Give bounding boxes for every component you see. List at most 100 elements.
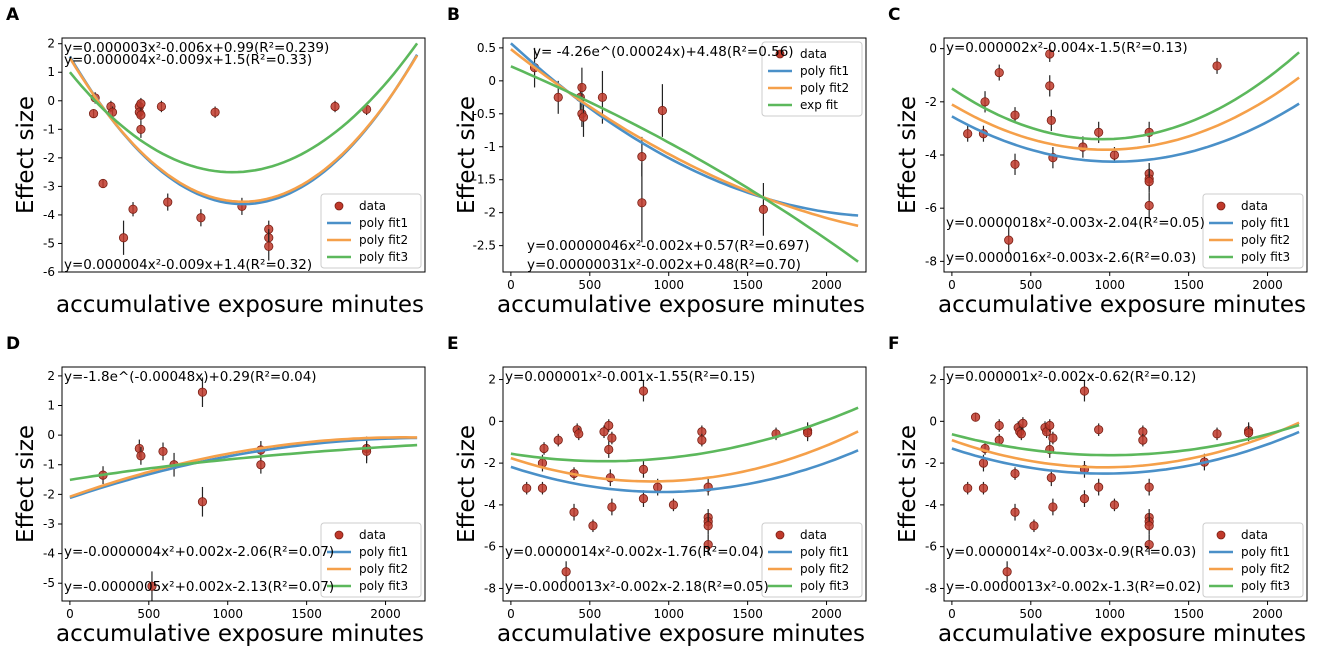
- fit-equations: y=0.000001x²-0.002x-0.62(R²=0.12) y=0.000…: [946, 369, 1201, 595]
- panel-label: A: [6, 5, 20, 25]
- x-tick-label: 2000: [370, 607, 401, 621]
- legend: data poly fit1 poly fit2 poly fit3: [1202, 193, 1304, 269]
- x-axis-ticks: 0 500 1000 1500 2000: [66, 601, 401, 621]
- poly-fit1-curve: [951, 430, 1300, 475]
- legend-box: [320, 522, 422, 598]
- data-point: [970, 412, 981, 422]
- x-axis-ticks: 0 500 1000 1500 2000: [948, 272, 1283, 292]
- data-point: [136, 99, 146, 109]
- data-point: [330, 101, 340, 112]
- data-point: [210, 107, 220, 117]
- fit-equation: y=-0.0000004x²+0.002x-2.06(R²=0.07): [64, 544, 334, 560]
- y-tick-label: 0: [929, 42, 937, 56]
- data-point: [196, 213, 206, 223]
- poly-fit2-curve: [69, 436, 418, 498]
- y-tick-label: 1: [47, 399, 55, 413]
- y-tick-label: -3: [43, 517, 55, 531]
- legend-box: [1202, 193, 1304, 269]
- plot-frame: [61, 366, 426, 602]
- data-point: [197, 387, 208, 397]
- fit-equation: y=-0.0000013x²-0.002x-1.3(R²=0.02): [946, 579, 1201, 595]
- data-point: [1045, 81, 1055, 91]
- fit-equation: y=0.000004x²-0.009x+1.5(R²=0.33): [64, 52, 312, 68]
- legend-label: poly fit1: [1241, 216, 1290, 230]
- data-point: [1212, 429, 1222, 439]
- data-point: [118, 233, 129, 243]
- data-point: [256, 460, 266, 470]
- legend-label: poly fit3: [1241, 250, 1290, 264]
- x-tick-label: 500: [1019, 278, 1042, 292]
- fit-equation: y=0.0000016x²-0.003x-2.6(R²=0.03): [946, 250, 1196, 266]
- data-point: [668, 500, 679, 510]
- x-tick-label: 2000: [811, 607, 842, 621]
- data-point: [1144, 200, 1154, 211]
- data-point: [1004, 235, 1014, 245]
- data-point: [147, 581, 157, 591]
- y-tick-label: -5: [43, 576, 55, 590]
- data-point: [637, 198, 647, 208]
- data-point: [604, 420, 614, 431]
- plot-frame: [502, 366, 867, 602]
- legend-label: poly fit1: [800, 545, 849, 559]
- y-tick-label: -6: [925, 540, 937, 554]
- data-point: [638, 464, 649, 474]
- data-point: [1010, 507, 1020, 517]
- legend-data-marker: [775, 49, 785, 59]
- y-tick-label: 0: [488, 414, 496, 428]
- data-point: [1079, 494, 1090, 504]
- legend-label: data: [359, 199, 386, 213]
- data-point: [539, 443, 549, 454]
- y-tick-label: -2: [484, 456, 496, 470]
- fit-equation: y=0.000004x²-0.009x+1.4(R²=0.32): [64, 257, 312, 273]
- panel-d: D -5 -4 -3 -2 -1 0 1 2 0 500 1000 1500 2000 accumulati…: [0, 329, 441, 658]
- legend-label: poly fit1: [359, 545, 408, 559]
- legend-box: [320, 193, 422, 269]
- panel-label: D: [6, 334, 20, 354]
- data-point: [1094, 127, 1104, 137]
- fit-equation: y=0.0000014x²-0.003x-0.9(R²=0.03): [946, 544, 1196, 560]
- y-axis-ticks: -5 -4 -3 -2 -1 0 1 2: [43, 369, 62, 590]
- x-tick-label: 1500: [1173, 607, 1204, 621]
- data-point: [604, 444, 614, 455]
- poly-fit3-curve: [951, 423, 1300, 457]
- x-tick-label: 2000: [1252, 278, 1283, 292]
- data-point: [978, 458, 989, 468]
- y-tick-label: -2: [43, 487, 55, 501]
- poly-fit2-curve: [510, 430, 859, 483]
- data-point: [1010, 110, 1020, 120]
- data-point: [1048, 433, 1058, 443]
- legend-data-marker: [775, 530, 785, 540]
- fit-equation: y=0.000003x²-0.006x+0.99(R²=0.239): [64, 40, 329, 56]
- fit-equation: y=-0.0000013x²-0.002x-2.18(R²=0.05): [505, 579, 769, 595]
- legend: data poly fit1 poly fit2 poly fit3: [320, 193, 422, 269]
- data-point: [569, 507, 579, 517]
- legend: data poly fit1 poly fit2 exp fit: [761, 41, 863, 117]
- legend-label: poly fit3: [800, 579, 849, 593]
- x-axis-label: accumulative exposure minutes: [938, 621, 1306, 647]
- data-point: [653, 482, 663, 492]
- fit-equation: y=-0.0000005x²+0.002x-2.13(R²=0.07): [64, 579, 334, 595]
- plot-frame: [943, 366, 1308, 602]
- y-axis-ticks: -6 -5 -4 -3 -2 -1 0 1 2: [43, 37, 62, 279]
- y-tick-label: -2: [925, 456, 937, 470]
- data-point: [1010, 468, 1020, 479]
- data-point: [136, 124, 146, 134]
- y-tick-label: -2: [43, 151, 55, 165]
- y-tick-label: 0: [488, 74, 496, 88]
- fit-equation: y=0.00000031x²-0.002x+0.48(R²=0.70): [527, 257, 801, 273]
- data-point: [607, 433, 617, 443]
- y-axis-ticks: -2.5 -2 -1.5 -1 -0.5 0 0.5: [473, 41, 503, 253]
- legend-data-marker: [1216, 530, 1226, 540]
- poly-fit2-curve: [68, 54, 419, 204]
- data-point: [1144, 482, 1154, 492]
- x-tick-label: 0: [507, 607, 515, 621]
- y-axis-label: Effect size: [13, 425, 39, 543]
- x-tick-label: 1000: [212, 607, 243, 621]
- legend-label: poly fit2: [1241, 562, 1290, 576]
- y-tick-label: -0.5: [473, 107, 496, 121]
- data-point: [978, 483, 989, 493]
- y-tick-label: -2.5: [473, 239, 496, 253]
- y-tick-label: -6: [43, 265, 55, 279]
- x-tick-label: 2000: [811, 278, 842, 292]
- fit-equation: y=0.0000018x²-0.003x-2.04(R²=0.05): [946, 215, 1205, 231]
